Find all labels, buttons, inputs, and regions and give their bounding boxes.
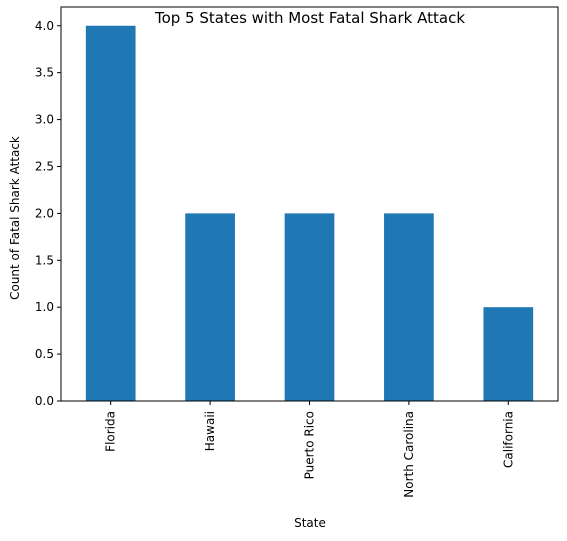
- y-tick-label: 0.5: [35, 347, 54, 361]
- y-tick-label: 0.0: [35, 394, 54, 408]
- y-tick-label: 2.0: [35, 206, 54, 220]
- plot-frame: [60, 6, 559, 402]
- y-tick-label: 4.0: [35, 19, 54, 33]
- y-tick-label: 1.5: [35, 253, 54, 267]
- y-tick-label: 3.5: [35, 66, 54, 80]
- chart-title: Top 5 States with Most Fatal Shark Attac…: [154, 9, 465, 27]
- y-tick-label: 2.5: [35, 159, 54, 173]
- x-axis-ticks: Florida Hawaii Puerto Rico North Carolina Ca…: [104, 401, 515, 498]
- bar-north-carolina: [384, 213, 434, 401]
- x-tick-label: Hawaii: [203, 411, 217, 451]
- y-tick-label: 3.0: [35, 113, 54, 127]
- x-tick-label: Florida: [104, 411, 118, 452]
- y-axis-ticks: 0.0 0.5 1.0 1.5 2.0 2.5 3.0 3.5 4.0: [35, 19, 61, 408]
- bar-hawaii: [185, 213, 235, 401]
- x-axis-label: State: [294, 516, 326, 530]
- x-tick-label: California: [501, 411, 515, 468]
- bar-california: [483, 307, 534, 401]
- y-tick-label: 1.0: [35, 300, 54, 314]
- x-tick-label: Puerto Rico: [303, 411, 317, 479]
- bar-florida: [85, 25, 136, 402]
- y-axis-label: Count of Fatal Shark Attack: [8, 136, 22, 300]
- bar-puerto-rico: [284, 213, 335, 401]
- bars-group: [85, 25, 534, 402]
- x-tick-label: North Carolina: [402, 411, 416, 498]
